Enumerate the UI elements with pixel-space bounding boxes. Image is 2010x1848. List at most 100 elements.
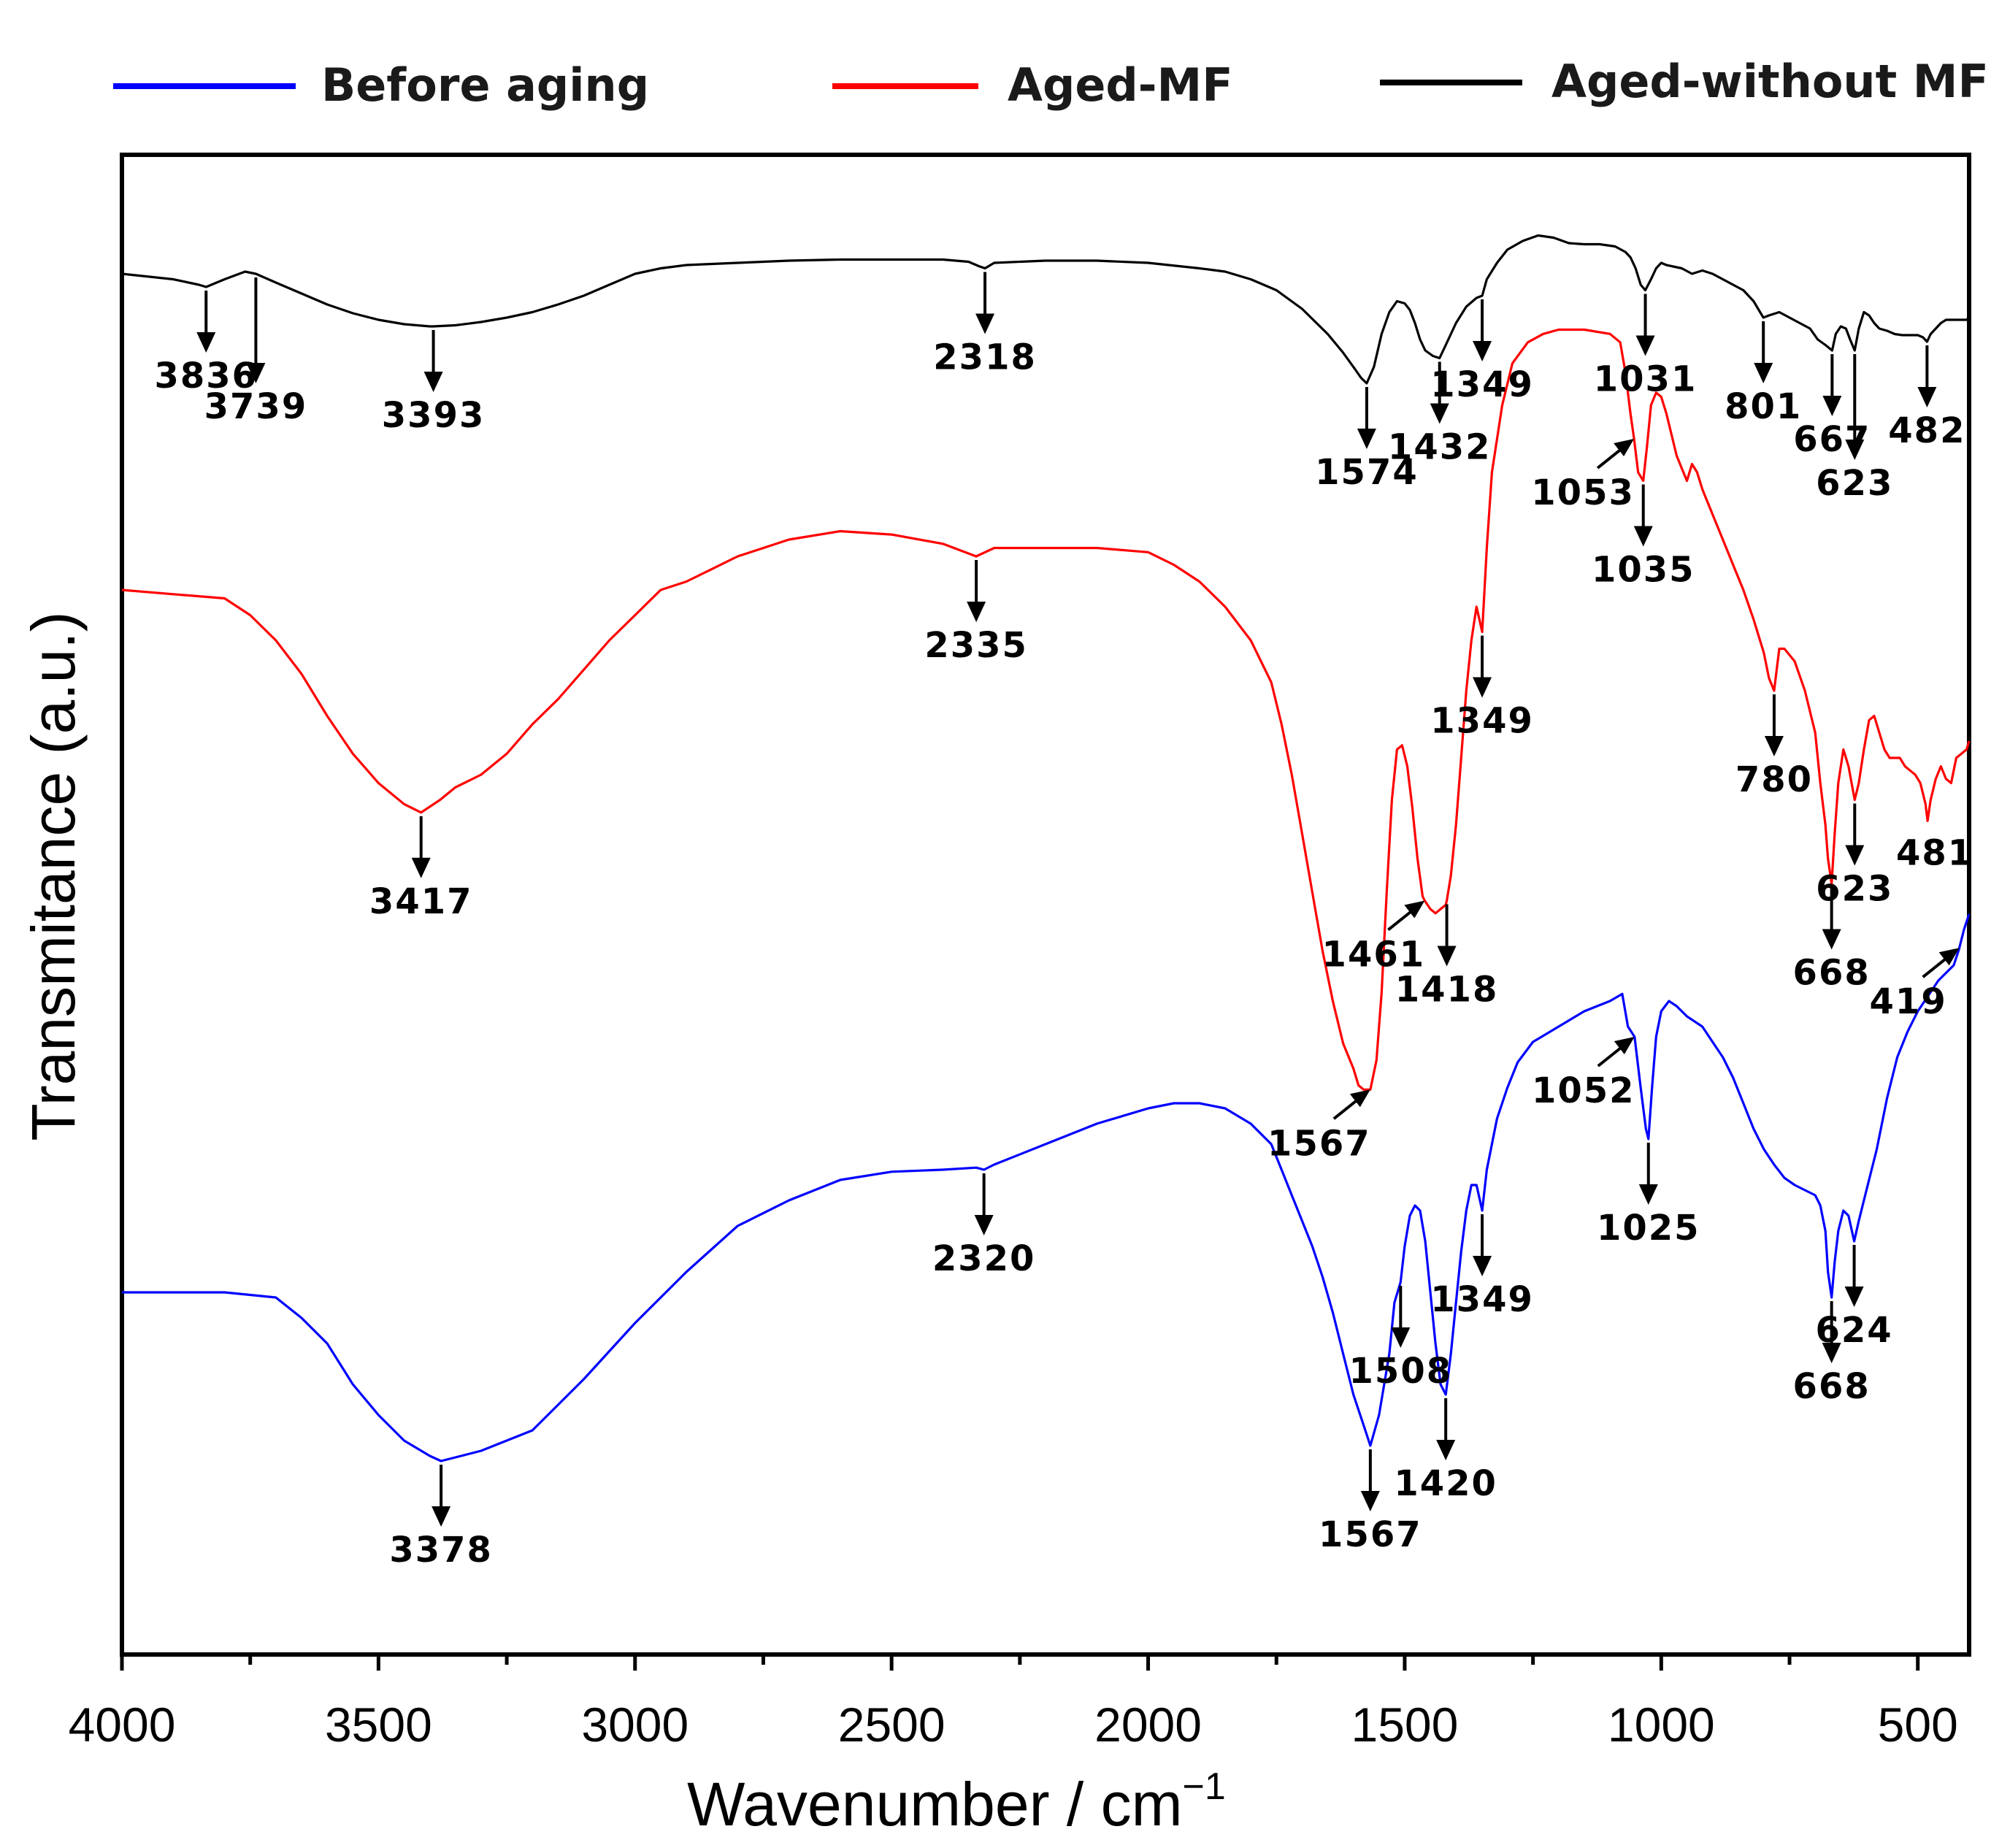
peak-annotation: 3378	[389, 1465, 493, 1571]
peak-annotation: 668	[1793, 1301, 1871, 1407]
peak-annotation: 1052	[1532, 1037, 1635, 1111]
plot-frame	[120, 153, 1971, 1657]
peak-arrow-head	[1635, 335, 1655, 356]
x-tick-label: 2500	[838, 1698, 945, 1752]
peak-label: 1031	[1594, 359, 1698, 400]
peak-label: 668	[1793, 1366, 1871, 1407]
peak-arrow-head	[1614, 439, 1635, 456]
peak-label: 1420	[1394, 1463, 1497, 1504]
peak-annotation: 419	[1870, 948, 1960, 1022]
peak-annotation: 2320	[932, 1173, 1036, 1279]
series-line-aged-without-mf	[121, 234, 1971, 385]
peak-label: 1574	[1315, 452, 1419, 493]
y-axis-title: Transmitance (a.u.)	[19, 611, 88, 1140]
peak-label: 1567	[1267, 1123, 1371, 1164]
x-tick-label: 3000	[581, 1698, 688, 1752]
peak-annotation: 1574	[1315, 387, 1419, 493]
peak-arrow-head	[1473, 677, 1492, 698]
peak-label: 419	[1870, 981, 1947, 1022]
peak-arrow-head	[1357, 429, 1376, 449]
peak-label: 801	[1725, 386, 1802, 427]
peak-label: 2320	[932, 1238, 1036, 1279]
peak-label: 2318	[933, 337, 1037, 378]
peak-arrow-head	[1473, 1256, 1492, 1276]
peak-arrow-head	[246, 363, 266, 383]
peak-annotation: 1418	[1395, 904, 1499, 1011]
x-tick-label: 3500	[325, 1698, 432, 1752]
peak-annotation: 3393	[382, 330, 483, 436]
peak-label: 3378	[389, 1530, 493, 1571]
peak-annotation: 1349	[1430, 1214, 1533, 1320]
peak-annotation: 2318	[933, 272, 1037, 378]
peak-arrow-head	[1349, 1089, 1370, 1108]
legend-label-2: Aged-without MF	[1551, 55, 1989, 108]
peak-label: 1053	[1531, 472, 1635, 513]
peak-annotation: 3739	[204, 277, 306, 427]
peak-arrow-head	[1473, 341, 1492, 361]
x-tick-label: 4000	[69, 1698, 176, 1752]
peak-arrow-head	[1430, 403, 1449, 424]
peak-annotation: 623	[1816, 803, 1893, 910]
peak-arrow-head	[975, 313, 995, 334]
peak-label: 3417	[369, 881, 473, 922]
peak-arrow-head	[1844, 1287, 1864, 1307]
peak-annotation: 1420	[1394, 1398, 1497, 1504]
x-tick-label: 2000	[1094, 1698, 1202, 1752]
peak-arrow-head	[411, 857, 431, 878]
peak-annotation: 801	[1725, 321, 1802, 427]
peak-annotation: 1508	[1349, 1286, 1453, 1392]
peak-arrow-head	[1391, 1327, 1411, 1348]
x-tick-label: 1000	[1608, 1698, 1715, 1752]
peak-annotation: 1432	[1388, 361, 1490, 468]
peak-arrow-head	[196, 332, 216, 353]
peak-arrow-head	[1938, 948, 1960, 966]
peak-label: 1349	[1430, 701, 1534, 742]
peak-annotation: 780	[1735, 694, 1813, 800]
peak-annotation: 1461	[1322, 900, 1426, 975]
peak-annotation: 3836	[154, 291, 258, 396]
peak-arrow-head	[1822, 1343, 1841, 1363]
x-axis-title: Wavenumber / cm−1	[687, 1765, 1226, 1839]
peak-arrow-head	[1404, 900, 1425, 919]
peak-arrow-head	[1845, 440, 1865, 460]
peak-annotation: 1031	[1594, 294, 1698, 400]
peak-arrow-head	[1822, 396, 1842, 416]
peak-annotation: 1025	[1597, 1143, 1699, 1249]
peak-label: 1508	[1349, 1351, 1453, 1392]
peak-annotation: 623	[1816, 354, 1892, 504]
legend-label-0: Before aging	[321, 58, 649, 112]
peak-label: 668	[1793, 953, 1871, 994]
peak-label: 3836	[154, 356, 258, 396]
peak-arrow-head	[431, 1506, 451, 1527]
peak-annotation: 624	[1815, 1245, 1892, 1351]
peak-label: 1418	[1395, 970, 1499, 1011]
series-line-before-aging	[122, 913, 1971, 1462]
peak-arrow-head	[1917, 387, 1937, 407]
peak-label: 482	[1888, 410, 1965, 451]
x-axis-ticks: 4000 3500 3000 2500 2000 1500 1000 500	[69, 1655, 1958, 1752]
peak-label: 1052	[1532, 1070, 1635, 1111]
peak-label: 1349	[1430, 364, 1534, 405]
peak-arrow-head	[1845, 845, 1865, 866]
legend-label-1: Aged-MF	[1008, 58, 1233, 112]
peak-annotation: 2335	[924, 560, 1027, 666]
peak-annotation: 1349	[1430, 299, 1534, 405]
peak-arrow-head	[1360, 1491, 1380, 1511]
peak-label: 1461	[1322, 935, 1426, 975]
peak-annotation: 668	[1793, 887, 1871, 994]
peak-arrow-head	[974, 1215, 994, 1235]
peak-arrow-head	[1764, 736, 1784, 756]
peak-arrow-head	[1437, 946, 1457, 967]
x-tick-label: 500	[1878, 1698, 1958, 1752]
peak-arrow-head	[1614, 1037, 1635, 1054]
peak-label: 623	[1816, 869, 1893, 910]
peak-annotation: 481	[1896, 832, 1972, 873]
peak-label: 780	[1735, 759, 1813, 800]
peak-arrow-head	[1754, 363, 1773, 383]
peak-annotation: 1567	[1267, 1089, 1371, 1164]
peak-label: 1567	[1319, 1514, 1422, 1555]
peak-annotation: 1053	[1531, 439, 1635, 513]
peak-arrow-head	[1822, 929, 1841, 950]
